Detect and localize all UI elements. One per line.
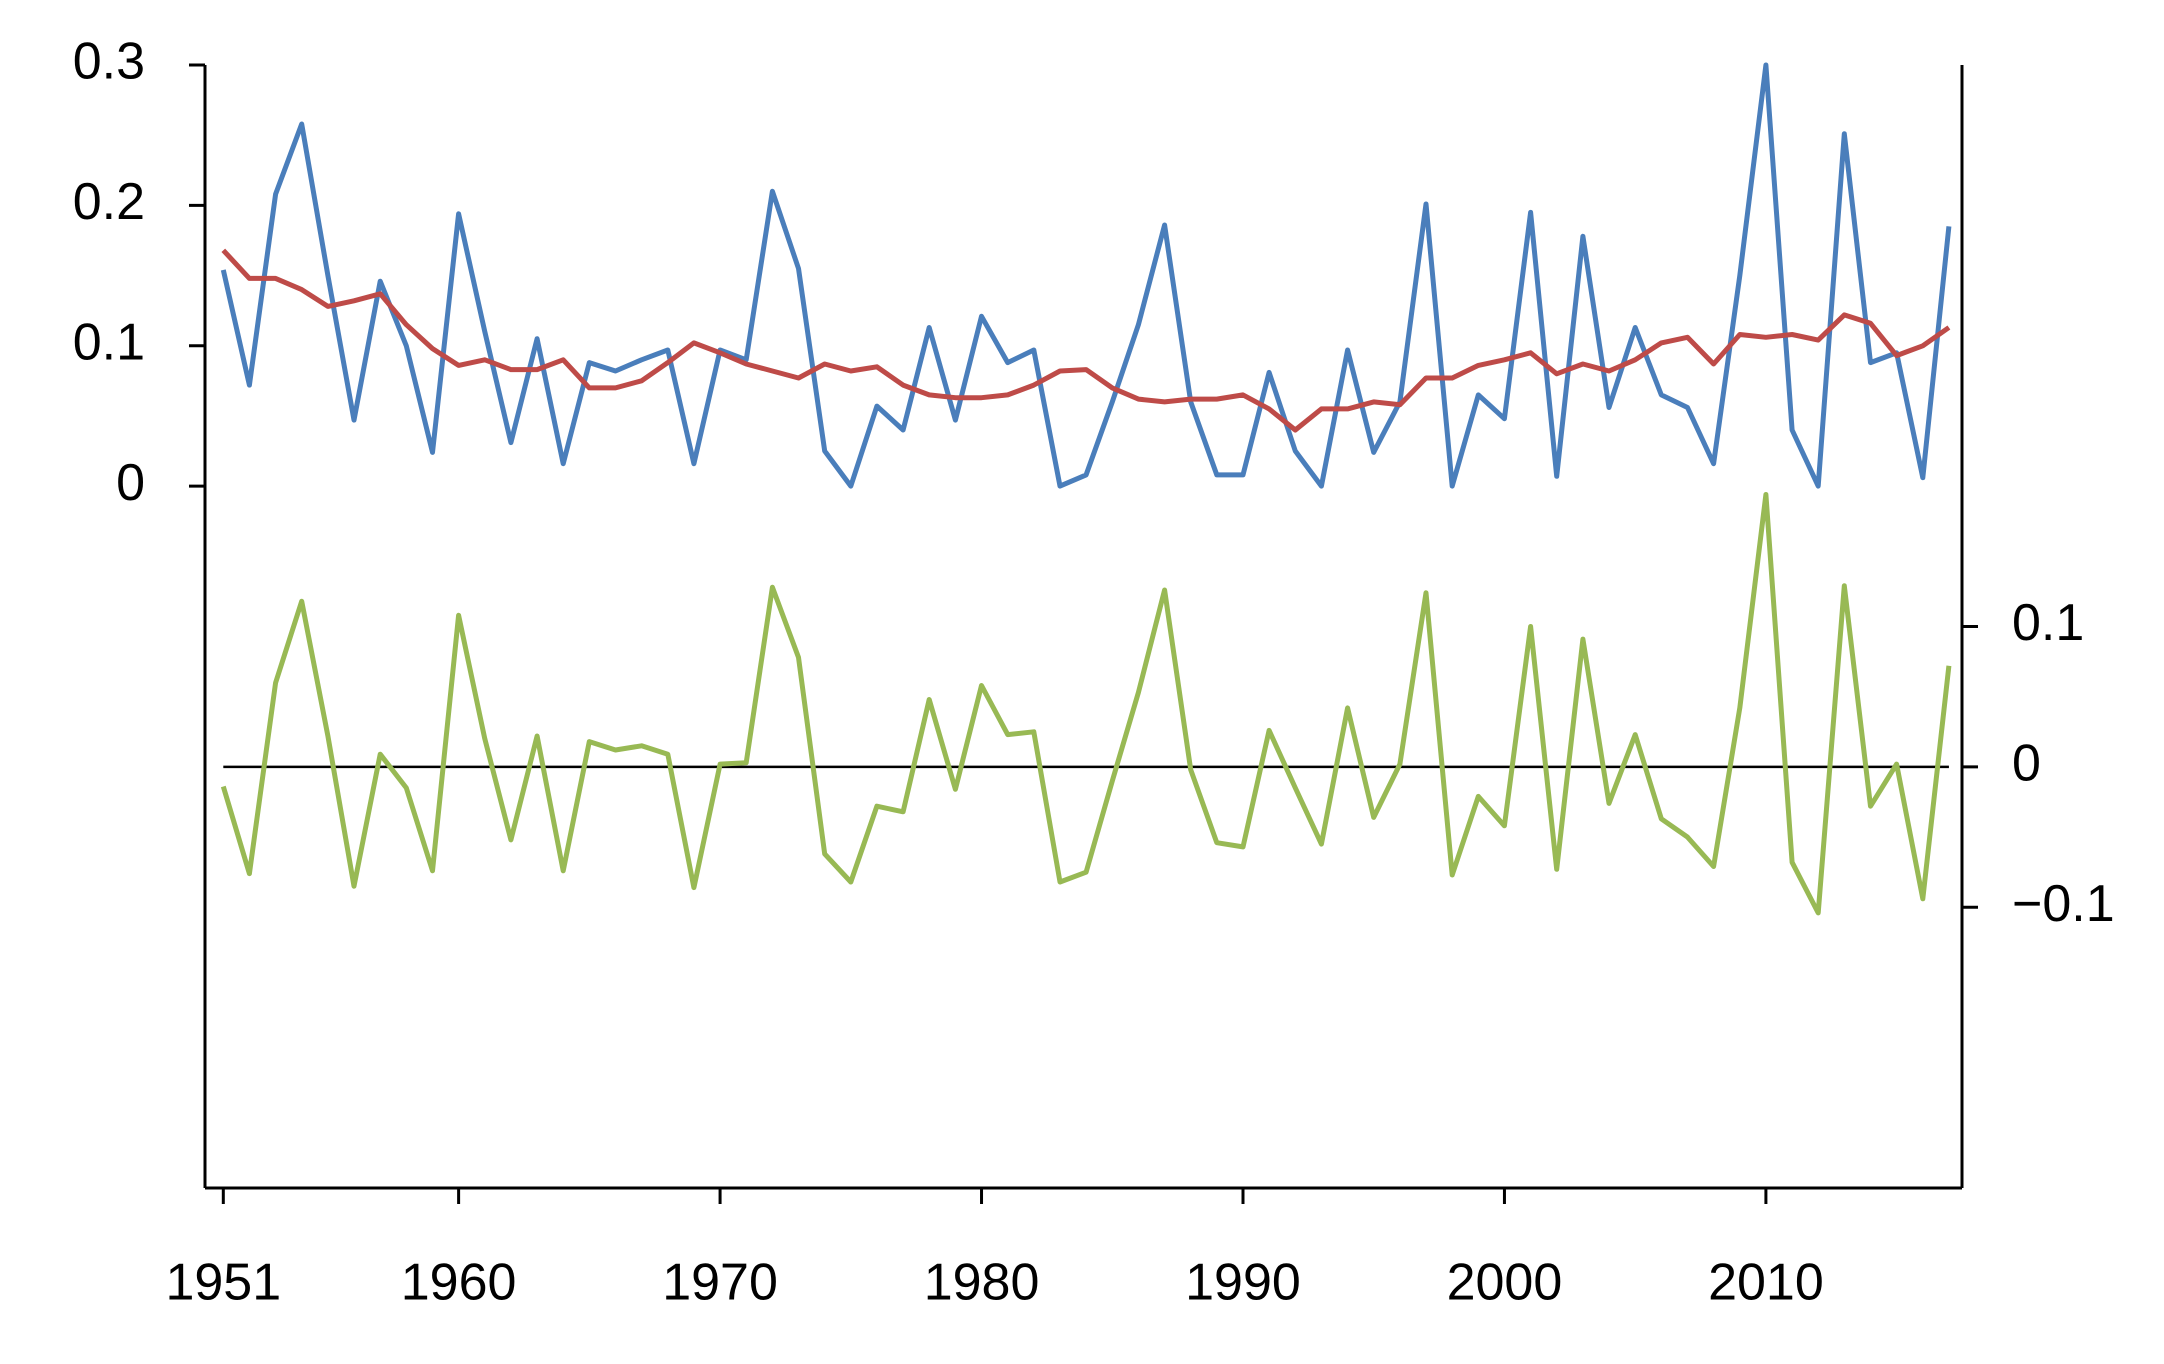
y2-tick-label: 0 [2012, 735, 2041, 793]
y2-tick-label: 0.1 [2012, 594, 2084, 652]
data-line [220, 62, 1952, 489]
y-tick-label: 0.3 [73, 33, 145, 91]
x-tick-label: 2000 [1447, 1254, 1563, 1312]
x-tick-label: 1980 [924, 1254, 1040, 1312]
y-tick-label: 0.2 [73, 173, 145, 231]
data-line [221, 248, 1951, 433]
x-tick-label: 1990 [1185, 1254, 1301, 1312]
y-tick-label: 0.1 [73, 313, 145, 371]
x-tick-label: 1970 [662, 1254, 778, 1312]
x-tick-label: 1960 [401, 1254, 517, 1312]
y-tick-label: 0 [116, 454, 145, 512]
x-tick-label: 1951 [165, 1254, 281, 1312]
y2-tick-label: −0.1 [2012, 875, 2115, 933]
x-tick-label: 2010 [1708, 1254, 1824, 1312]
data-line [220, 492, 1952, 916]
